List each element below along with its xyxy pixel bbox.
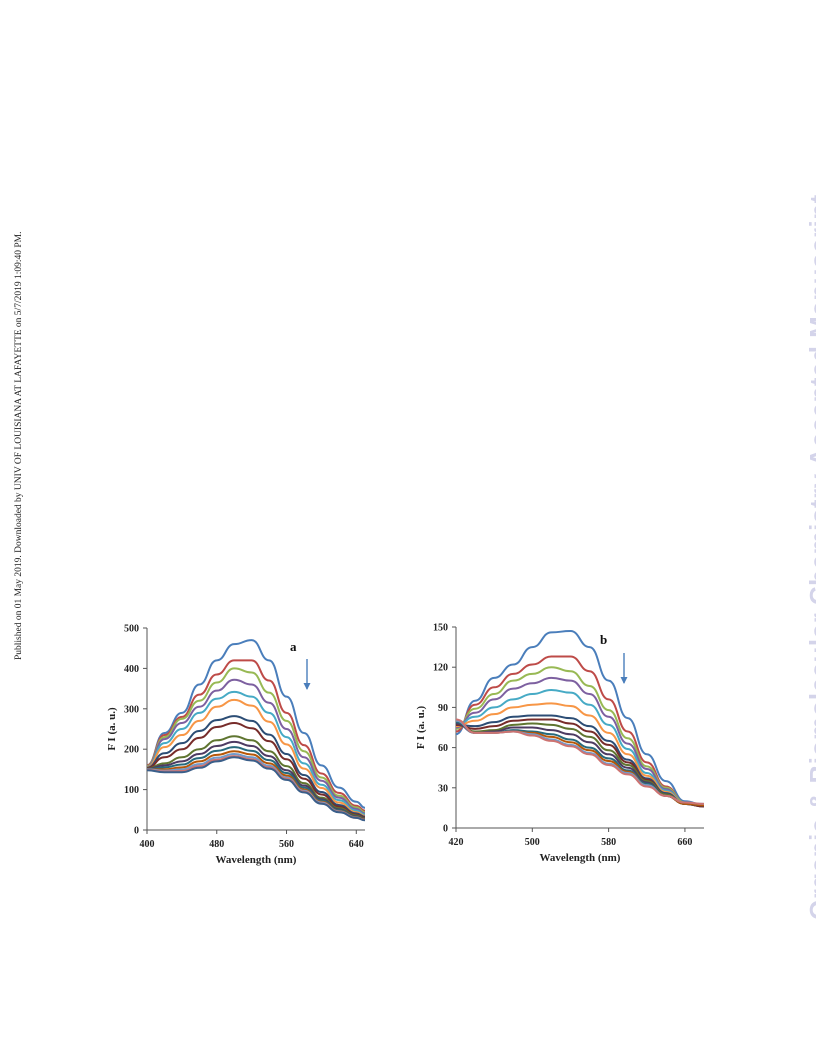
series-line-6 — [146, 698, 366, 817]
arrow-down-icon — [303, 683, 311, 690]
y-tick-label: 200 — [124, 745, 139, 756]
y-tick-label: 90 — [438, 703, 448, 714]
series-line-3 — [146, 667, 366, 814]
series-line-9 — [455, 722, 705, 807]
x-tick-label: 420 — [449, 837, 464, 848]
series-line-7 — [146, 715, 366, 818]
y-tick-label: 0 — [443, 824, 448, 835]
series-line-14 — [455, 718, 705, 805]
fluorescence-chart-a: 0 100 200 300 400 500 400 480 560 640 Wavelength (… — [106, 624, 366, 866]
x-tick-label: 500 — [525, 837, 540, 848]
x-axis-title: Wavelength (nm) — [216, 854, 297, 866]
series-line-4 — [146, 678, 366, 815]
y-tick-label: 150 — [433, 623, 448, 634]
arrow-down-icon — [620, 677, 628, 684]
series-line-3 — [455, 666, 705, 808]
panel-label: b — [600, 632, 607, 647]
series-line-5 — [146, 690, 366, 816]
series-line-8 — [146, 721, 366, 819]
x-tick-label: 660 — [677, 837, 692, 848]
series-line-1 — [146, 639, 366, 809]
y-tick-label: 120 — [433, 663, 448, 674]
series-line-15 — [146, 756, 366, 822]
series-line-2 — [455, 655, 705, 808]
y-tick-label: 60 — [438, 743, 448, 754]
publication-side-note: Published on 01 May 2019. Downloaded by … — [14, 231, 24, 660]
y-axis-title: F I (a. u.) — [106, 707, 118, 751]
y-tick-label: 500 — [124, 624, 139, 635]
y-tick-label: 30 — [438, 783, 448, 794]
journal-watermark: Organic & Biomolecular Chemistry Accepte… — [804, 194, 816, 920]
y-tick-label: 0 — [134, 826, 139, 837]
x-tick-label: 580 — [601, 837, 616, 848]
series-line-6 — [455, 702, 705, 808]
y-tick-label: 300 — [124, 704, 139, 715]
series-line-2 — [146, 659, 366, 812]
y-tick-label: 100 — [124, 785, 139, 796]
y-tick-label: 400 — [124, 664, 139, 675]
x-tick-label: 560 — [279, 839, 294, 850]
series-line-1 — [455, 630, 705, 807]
series-line-4 — [455, 676, 705, 808]
x-tick-label: 400 — [140, 839, 155, 850]
x-tick-label: 480 — [209, 839, 224, 850]
series-line-5 — [455, 688, 705, 808]
x-tick-label: 640 — [349, 839, 364, 850]
x-axis-title: Wavelength (nm) — [540, 852, 621, 864]
panel-label: a — [290, 639, 297, 654]
series-line-7 — [455, 714, 705, 808]
fluorescence-chart-b: 0 30 60 90 120 150 420 500 580 660 Wavelength (nm)… — [415, 623, 705, 864]
series-line-9 — [146, 735, 366, 820]
y-axis-title: F I (a. u.) — [415, 706, 427, 750]
